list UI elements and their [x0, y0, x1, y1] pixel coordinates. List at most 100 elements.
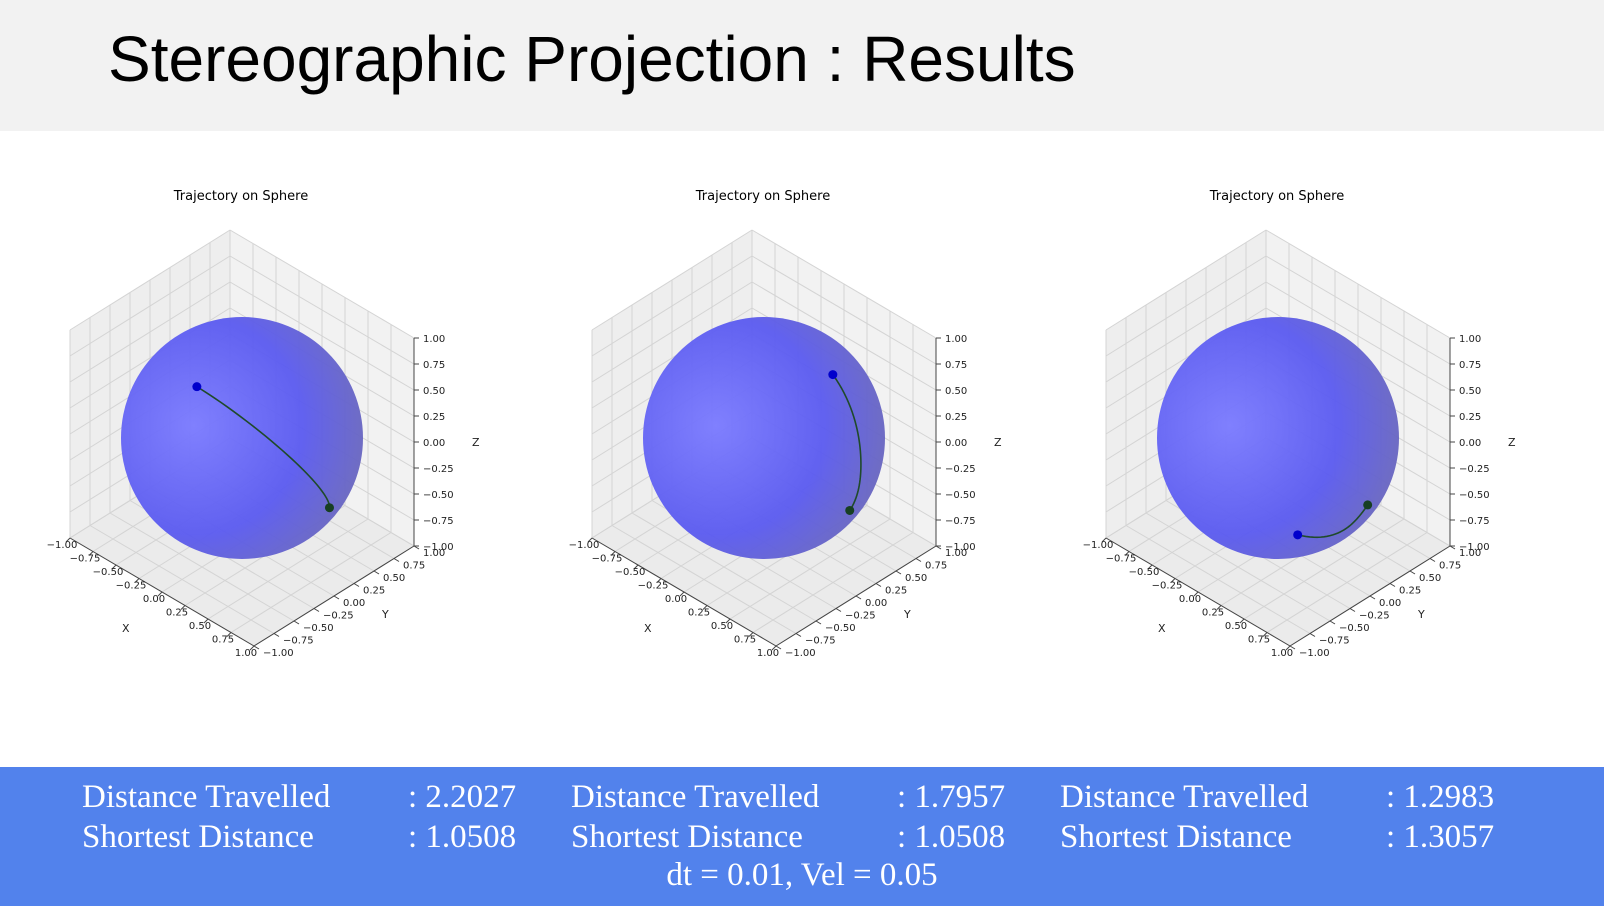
z-tick-label: 0.50: [945, 386, 967, 397]
z-tick-label: −1.00: [1459, 542, 1490, 553]
x-tick-label: −0.25: [116, 581, 147, 592]
y-tick-mark: [1369, 595, 1376, 600]
y-tick-mark: [1289, 645, 1296, 650]
y-tick-label: −0.25: [845, 611, 876, 622]
y-tick-mark: [895, 570, 902, 575]
trajectory-plot-1: −1.00 −1.00 −1.00 −0.75 −0.75 −0.75 −0.50 −0.50…: [40, 180, 560, 720]
y-tick-mark: [835, 608, 842, 612]
plot-canvas: −1.00−1.00−1.00−0.75−0.75−0.75−0.50−0.50…: [569, 189, 1002, 659]
z-axis-label: Z: [472, 436, 480, 449]
x-axis-label: X: [122, 622, 130, 635]
gridline: [1266, 532, 1428, 633]
y-tick-label: 0.25: [885, 586, 907, 597]
x-tick-mark: [111, 564, 117, 570]
z-tick-label: 0.50: [423, 386, 445, 397]
y-tick-mark: [413, 545, 420, 550]
start-point-marker: [192, 382, 202, 392]
gridline: [751, 255, 937, 365]
gridline: [1265, 229, 1451, 339]
y-tick-label: 1.00: [945, 548, 967, 559]
trajectory-path: [1297, 504, 1369, 539]
z-axis-label: Z: [1508, 436, 1516, 449]
y-tick-mark: [1429, 558, 1436, 562]
z-tick-label: −0.25: [423, 464, 454, 475]
x-tick-label: −0.75: [70, 554, 101, 565]
gridline: [207, 518, 369, 620]
x-tick-mark: [1285, 645, 1291, 651]
x-tick-mark: [1216, 605, 1222, 610]
x-tick-mark: [1101, 537, 1107, 543]
y-tick-label: 0.50: [905, 573, 927, 584]
x-tick-mark: [1170, 578, 1176, 583]
x-tick-label: −0.25: [1152, 581, 1183, 592]
x-tick-mark: [725, 618, 731, 624]
shortest-distance-value-2: : 1.0508: [897, 819, 1006, 855]
stats-band: Distance Travelled : 2.2027 Shortest Dis…: [0, 767, 1604, 906]
y-tick-label: 0.00: [1379, 598, 1401, 609]
z-tick-label: 1.00: [1459, 334, 1481, 345]
y-tick-mark: [795, 633, 802, 637]
x-tick-mark: [633, 564, 639, 570]
x-tick-mark: [610, 551, 616, 556]
x-tick-mark: [1262, 632, 1268, 637]
z-tick-label: 0.75: [1459, 360, 1481, 371]
x-tick-label: 0.00: [1179, 594, 1201, 605]
z-tick-label: 0.00: [423, 438, 445, 449]
z-tick-label: −0.75: [423, 516, 454, 527]
shortest-distance-value-1: : 1.0508: [408, 819, 517, 855]
x-tick-mark: [1124, 551, 1130, 556]
x-tick-mark: [65, 537, 71, 543]
z-axis-label: Z: [994, 436, 1002, 449]
z-tick-label: −0.25: [945, 464, 976, 475]
x-tick-label: 0.25: [166, 608, 188, 619]
x-tick-label: 0.75: [212, 635, 234, 646]
y-tick-mark: [293, 620, 300, 625]
x-tick-label: 0.25: [688, 608, 710, 619]
x-tick-label: −0.50: [93, 567, 124, 578]
y-tick-mark: [1349, 608, 1356, 612]
y-tick-mark: [313, 608, 320, 612]
x-tick-label: 0.75: [1248, 635, 1270, 646]
parameters-footer: dt = 0.01, Vel = 0.05: [666, 857, 938, 893]
x-tick-mark: [748, 632, 754, 637]
distance-travelled-label-3: Distance Travelled: [1060, 779, 1309, 815]
chart-title: Trajectory on Sphere: [695, 189, 830, 204]
gridline: [591, 229, 753, 331]
z-tick-label: 0.25: [945, 412, 967, 423]
z-tick-label: 0.25: [1459, 412, 1481, 423]
x-tick-label: −0.75: [592, 554, 623, 565]
y-tick-label: 0.75: [403, 561, 425, 572]
z-tick-label: −0.50: [1459, 490, 1490, 501]
shortest-distance-label-1: Shortest Distance: [82, 819, 314, 855]
y-tick-mark: [915, 558, 922, 562]
x-tick-label: 0.75: [734, 635, 756, 646]
x-axis-label: X: [1158, 622, 1166, 635]
z-tick-label: 0.25: [423, 412, 445, 423]
x-tick-mark: [226, 632, 232, 637]
x-tick-mark: [203, 618, 209, 624]
start-point-marker: [828, 370, 838, 380]
x-tick-mark: [1147, 564, 1153, 570]
trajectory-path: [832, 374, 862, 511]
z-tick-label: 0.75: [945, 360, 967, 371]
x-tick-label: 0.00: [143, 594, 165, 605]
z-tick-label: −0.75: [945, 516, 976, 527]
plot-canvas: −1.00−1.00−1.00−0.75−0.75−0.75−0.50−0.50…: [47, 189, 480, 659]
y-tick-label: 0.00: [343, 598, 365, 609]
y-tick-label: −0.50: [1339, 623, 1370, 634]
y-axis-label: Y: [381, 608, 389, 621]
z-tick-label: −1.00: [423, 542, 454, 553]
unit-sphere: [1157, 317, 1399, 559]
y-tick-label: 0.75: [925, 561, 947, 572]
z-tick-label: −0.75: [1459, 516, 1490, 527]
y-tick-label: −0.25: [323, 611, 354, 622]
gridline: [69, 229, 231, 331]
trajectory-plot-2: −1.00 −1.00 −1.00 −0.75 −0.75 −0.75 −0.50 −0.50…: [562, 180, 1082, 720]
y-tick-label: −0.50: [825, 623, 856, 634]
y-axis-label: Y: [1417, 608, 1425, 621]
z-tick-label: 0.75: [423, 360, 445, 371]
shortest-distance-label-2: Shortest Distance: [571, 819, 803, 855]
y-tick-label: −1.00: [785, 648, 816, 659]
distance-travelled-value-2: : 1.7957: [897, 779, 1006, 815]
unit-sphere: [643, 317, 885, 559]
